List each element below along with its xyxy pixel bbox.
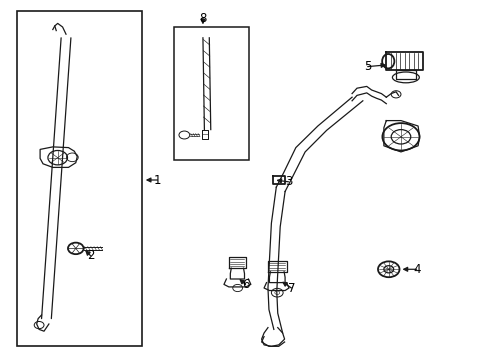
Bar	[17, 11, 142, 346]
Text: 4: 4	[412, 263, 420, 276]
Bar	[173, 27, 249, 160]
Text: 3: 3	[284, 175, 292, 188]
Text: 8: 8	[199, 12, 206, 24]
Text: 5: 5	[363, 60, 371, 73]
Text: 1: 1	[153, 174, 161, 186]
Text: 7: 7	[287, 282, 295, 294]
Text: 6: 6	[241, 278, 249, 291]
Text: 2: 2	[86, 249, 94, 262]
